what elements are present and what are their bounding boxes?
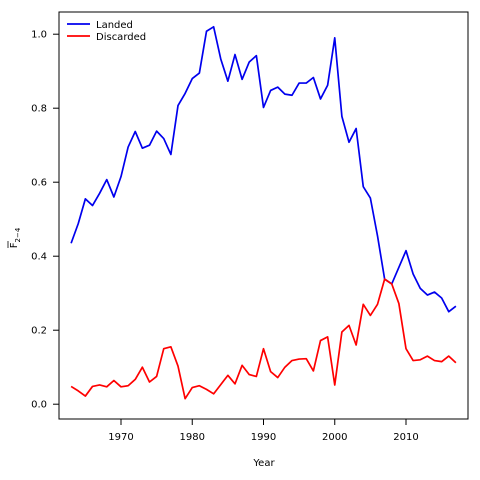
legend-label-landed: Landed: [96, 20, 133, 31]
legend-label-discarded: Discarded: [96, 32, 146, 43]
y-tick-label-4: 0.8: [31, 104, 47, 115]
y-tick-label-2: 0.4: [31, 252, 47, 263]
x-tick-label-1990: 1990: [251, 432, 276, 443]
x-tick-label-1970: 1970: [108, 432, 133, 443]
series-line-discarded: [70, 278, 457, 400]
svg-text:F2−4: F2−4: [9, 227, 22, 248]
y-axis-title: F2−4: [7, 227, 22, 248]
legend-item-landed: Landed: [67, 20, 133, 31]
legend: Landed Discarded: [67, 20, 146, 43]
series-line-landed: [70, 25, 457, 313]
legend-item-discarded: Discarded: [67, 32, 146, 43]
y-axis-title-subscript: 2−4: [14, 227, 22, 242]
y-tick-label-0: 0.0: [31, 400, 47, 411]
y-tick-label-1: 0.2: [31, 326, 47, 337]
y-tick-label-5: 1.0: [31, 30, 47, 41]
series-layer: [70, 25, 457, 400]
x-tick-label-1980: 1980: [180, 432, 205, 443]
x-axis-title: Year: [252, 458, 275, 469]
y-tick-label-3: 0.6: [31, 178, 47, 189]
y-axis-title-main: F: [9, 242, 20, 248]
plot-frame: [58, 11, 469, 420]
x-tick-label-2010: 2010: [393, 432, 418, 443]
x-axis: 1970 1980 1990 2000 2010: [108, 419, 419, 443]
x-tick-label-2000: 2000: [322, 432, 347, 443]
y-axis: 0.0 0.2 0.4 0.6 0.8 1.0: [31, 30, 59, 411]
